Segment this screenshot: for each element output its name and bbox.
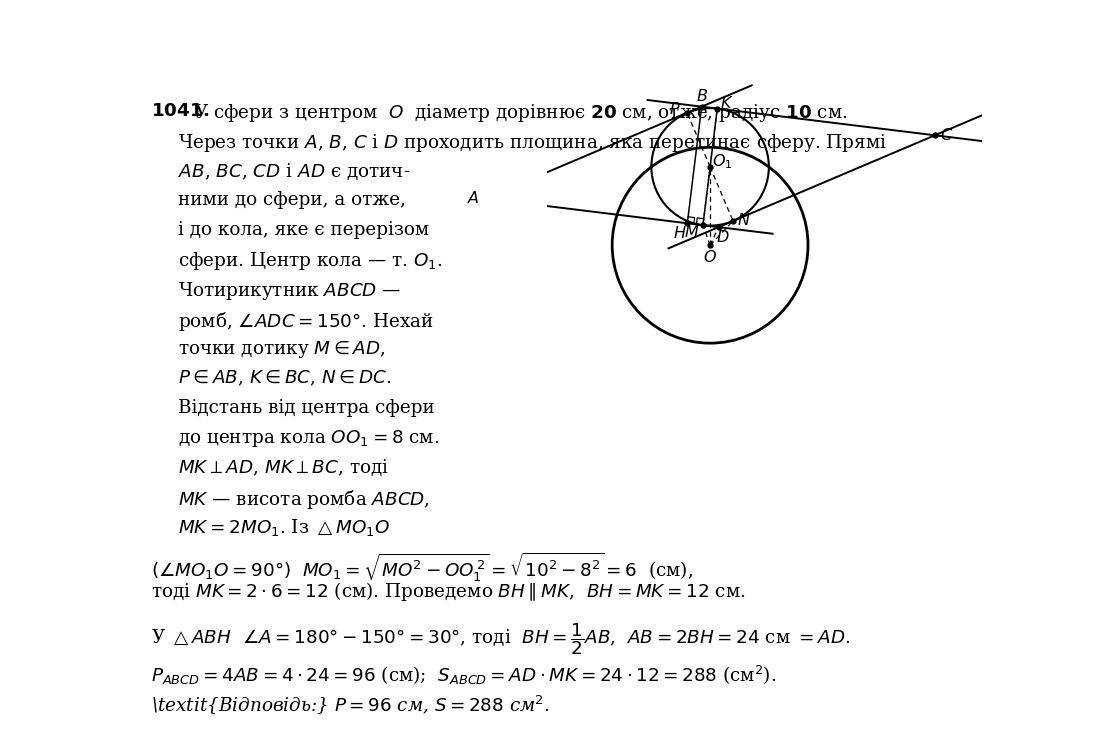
Text: $\mathit{MK}$ — висота ромба $\mathit{ABCD}$,: $\mathit{MK}$ — висота ромба $\mathit{AB… — [178, 487, 430, 511]
Text: $N$: $N$ — [737, 213, 750, 230]
Text: $O$: $O$ — [703, 249, 717, 266]
Text: ними до сфери, а отже,: ними до сфери, а отже, — [178, 191, 406, 209]
Text: тоді $\mathit{MK} = 2 \cdot 6 = 12$ (см). Проведемо $\mathit{BH} \parallel \math: тоді $\mathit{MK} = 2 \cdot 6 = 12$ (см)… — [152, 581, 746, 604]
Text: Через точки $\mathit{A}$, $\mathit{B}$, $\mathit{C}$ і $\mathit{D}$ проходить пл: Через точки $\mathit{A}$, $\mathit{B}$, … — [178, 132, 887, 154]
Text: сфери. Центр кола — т. $\mathit{O}_1$.: сфери. Центр кола — т. $\mathit{O}_1$. — [178, 250, 442, 272]
Text: $A$: $A$ — [468, 190, 480, 207]
Text: до центра кола $\mathit{OO}_1 = 8$ см.: до центра кола $\mathit{OO}_1 = 8$ см. — [178, 428, 439, 449]
Text: $P$: $P$ — [670, 101, 681, 118]
Text: точки дотику $\mathit{M} \in \mathit{AD}$,: точки дотику $\mathit{M} \in \mathit{AD}… — [178, 339, 385, 361]
Text: $\mathbf{1041.}$: $\mathbf{1041.}$ — [152, 102, 210, 120]
Text: \textit{Відповідь:} $P = 96$ см, $S = 288$ см$^2$.: \textit{Відповідь:} $P = 96$ см, $S = 28… — [152, 694, 550, 717]
Text: $D$: $D$ — [716, 230, 729, 247]
Text: $K$: $K$ — [720, 95, 734, 112]
Text: $C$: $C$ — [940, 127, 954, 144]
Text: $B$: $B$ — [695, 88, 707, 105]
Text: ромб, $\angle \mathit{ADC} = 150°$. Нехай: ромб, $\angle \mathit{ADC} = 150°$. Неха… — [178, 310, 433, 333]
Text: $O_1$: $O_1$ — [712, 152, 733, 171]
Text: $P_{\mathit{ABCD}} = 4\mathit{AB} = 4 \cdot 24 = 96$ (см);  $S_{\mathit{ABCD}} =: $P_{\mathit{ABCD}} = 4\mathit{AB} = 4 \c… — [152, 665, 777, 687]
Text: У $\triangle\mathit{ABH}$  $\angle \mathit{A} = 180° - 150° = 30°$, тоді  $\math: У $\triangle\mathit{ABH}$ $\angle \mathi… — [152, 621, 851, 657]
Text: Відстань від центра сфери: Відстань від центра сфери — [178, 399, 434, 417]
Text: і до кола, яке є перерізом: і до кола, яке є перерізом — [178, 221, 429, 238]
Text: $\mathit{MK} \perp \mathit{AD}$, $\mathit{MK} \perp \mathit{BC}$, тоді: $\mathit{MK} \perp \mathit{AD}$, $\mathi… — [178, 458, 389, 478]
Text: У сфери з центром  $\mathit{O}$  діаметр дорівнює $\mathbf{20}$ см, отже, радіус: У сфери з центром $\mathit{O}$ діаметр д… — [194, 102, 848, 124]
Text: $\mathit{AB}$, $\mathit{BC}$, $\mathit{CD}$ і $\mathit{AD}$ є дотич-: $\mathit{AB}$, $\mathit{BC}$, $\mathit{C… — [178, 161, 410, 182]
Text: $\mathit{MK} = 2\mathit{MO}_1$. Із $\triangle\mathit{MO}_1\mathit{O}$: $\mathit{MK} = 2\mathit{MO}_1$. Із $\tri… — [178, 517, 389, 538]
Text: $H$: $H$ — [673, 224, 686, 241]
Text: $(\angle \mathit{MO}_1\mathit{O} = 90°)$  $\mathit{MO}_1 = \sqrt{\mathit{MO}^2 -: $(\angle \mathit{MO}_1\mathit{O} = 90°)$… — [152, 551, 693, 584]
Text: $\mathit{P} \in \mathit{AB}$, $\mathit{K} \in \mathit{BC}$, $\mathit{N} \in \mat: $\mathit{P} \in \mathit{AB}$, $\mathit{K… — [178, 369, 392, 389]
Text: Чотирикутник $\mathit{ABCD}$ —: Чотирикутник $\mathit{ABCD}$ — — [178, 280, 402, 302]
Text: $M$: $M$ — [684, 224, 700, 241]
